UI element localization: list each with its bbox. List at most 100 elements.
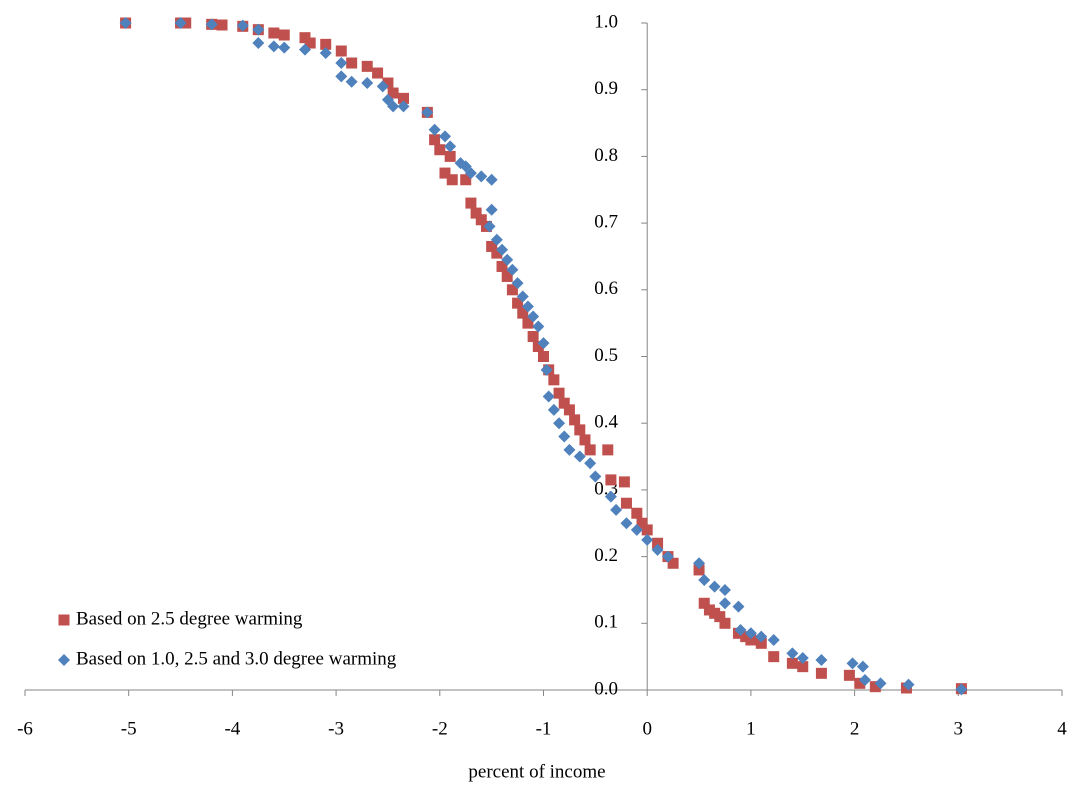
point bbox=[335, 57, 348, 70]
x-tick-label: -2 bbox=[432, 718, 448, 739]
point bbox=[475, 214, 487, 226]
x-tick-label: -6 bbox=[17, 718, 33, 739]
point bbox=[854, 677, 866, 689]
point bbox=[216, 19, 228, 31]
point bbox=[667, 557, 679, 569]
point bbox=[361, 60, 373, 72]
point bbox=[843, 669, 855, 681]
point bbox=[532, 320, 545, 333]
point bbox=[846, 657, 859, 670]
point bbox=[589, 470, 602, 483]
point bbox=[745, 634, 757, 646]
point bbox=[698, 597, 710, 609]
point bbox=[501, 270, 513, 282]
point bbox=[278, 29, 290, 41]
point bbox=[641, 524, 653, 536]
point bbox=[869, 681, 881, 693]
x-axis-title: percent of income bbox=[468, 761, 605, 782]
y-tick-label: 0.0 bbox=[594, 678, 618, 699]
point bbox=[278, 41, 291, 54]
point bbox=[584, 444, 596, 456]
point bbox=[527, 310, 540, 323]
point bbox=[693, 564, 705, 576]
y-tick-label: 0.9 bbox=[594, 78, 618, 99]
point bbox=[506, 263, 519, 276]
point bbox=[345, 75, 358, 88]
point bbox=[786, 647, 799, 660]
point bbox=[335, 70, 348, 83]
point bbox=[446, 174, 458, 186]
point bbox=[438, 130, 451, 143]
point bbox=[537, 337, 550, 350]
point bbox=[460, 174, 472, 186]
point bbox=[532, 340, 544, 352]
point bbox=[506, 284, 518, 296]
legend-label: Based on 2.5 degree warming bbox=[76, 608, 303, 629]
point bbox=[858, 673, 871, 686]
point bbox=[714, 611, 726, 623]
point bbox=[475, 170, 488, 183]
point bbox=[397, 100, 410, 113]
point bbox=[856, 660, 869, 673]
x-tick-label: -4 bbox=[224, 718, 240, 739]
point bbox=[387, 87, 399, 99]
x-tick-label: 0 bbox=[642, 718, 652, 739]
point bbox=[268, 27, 280, 39]
point bbox=[236, 19, 249, 32]
point bbox=[548, 374, 560, 386]
point bbox=[661, 550, 674, 563]
point bbox=[540, 363, 553, 376]
point bbox=[382, 77, 394, 89]
point bbox=[346, 57, 358, 69]
point bbox=[483, 220, 496, 233]
point bbox=[444, 150, 456, 162]
point bbox=[636, 517, 648, 529]
point bbox=[119, 17, 132, 29]
point bbox=[732, 600, 745, 613]
x-tick-label: -1 bbox=[536, 718, 552, 739]
x-tick-label: 3 bbox=[954, 718, 964, 739]
point bbox=[569, 414, 581, 426]
point bbox=[267, 40, 280, 53]
point bbox=[398, 92, 410, 104]
point bbox=[755, 637, 767, 649]
point bbox=[434, 144, 446, 156]
point bbox=[708, 580, 721, 593]
point bbox=[387, 100, 400, 113]
point bbox=[372, 67, 384, 79]
point bbox=[465, 197, 477, 209]
point bbox=[547, 403, 560, 416]
point bbox=[429, 134, 441, 146]
point bbox=[511, 277, 524, 290]
point bbox=[501, 253, 514, 266]
point bbox=[252, 23, 265, 36]
y-tick-label: 0.6 bbox=[594, 278, 618, 299]
point bbox=[553, 417, 566, 430]
point bbox=[719, 617, 731, 629]
point bbox=[470, 207, 482, 219]
point bbox=[630, 523, 643, 536]
point bbox=[693, 557, 706, 570]
point bbox=[584, 457, 597, 470]
x-tick-label: -5 bbox=[121, 718, 137, 739]
point bbox=[538, 351, 549, 362]
point bbox=[604, 490, 617, 503]
point bbox=[797, 661, 809, 673]
point bbox=[553, 387, 565, 399]
point bbox=[517, 307, 529, 319]
point bbox=[744, 627, 757, 640]
point bbox=[620, 497, 632, 509]
point bbox=[319, 47, 332, 60]
point bbox=[786, 657, 798, 669]
point bbox=[955, 683, 968, 696]
point bbox=[205, 18, 218, 31]
point bbox=[298, 43, 311, 56]
point bbox=[558, 397, 570, 409]
point bbox=[304, 37, 316, 49]
point bbox=[718, 597, 731, 610]
point bbox=[486, 240, 498, 252]
x-tick-label: 4 bbox=[1057, 718, 1067, 739]
point bbox=[620, 517, 633, 530]
x-tick-label: -3 bbox=[328, 718, 344, 739]
point bbox=[631, 507, 643, 519]
